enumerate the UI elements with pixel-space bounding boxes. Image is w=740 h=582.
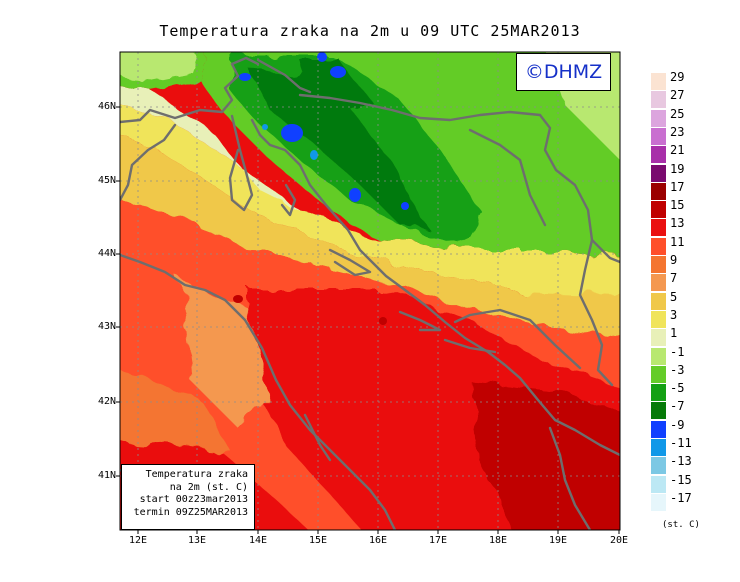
- legend-label: 15: [670, 198, 685, 213]
- lon-label-14e: 14E: [248, 535, 268, 546]
- info-line-4: termin 09Z25MAR2013: [133, 506, 248, 518]
- lon-label-17e: 17E: [428, 535, 448, 546]
- legend-swatch: [651, 310, 666, 328]
- legend-label: -13: [670, 454, 692, 469]
- legend-label: 19: [670, 161, 685, 176]
- legend-swatch: [651, 256, 666, 273]
- legend-label: -11: [670, 436, 692, 450]
- legend-swatch: [651, 109, 666, 127]
- lon-label-15e: 15E: [308, 535, 328, 546]
- axis-ticks: [116, 106, 620, 534]
- lat-label-43n: 43N: [97, 321, 116, 332]
- info-line-1: Temperatura zraka: [145, 469, 248, 480]
- legend-swatch: [651, 475, 666, 493]
- legend-swatch: [651, 91, 666, 109]
- legend-label: -7: [670, 399, 685, 414]
- legend-label: 11: [670, 234, 685, 249]
- legend-label: 17: [670, 179, 685, 194]
- legend-label: 9: [670, 253, 678, 267]
- legend-swatch: [651, 146, 666, 164]
- map-title: Temperatura zraka na 2m u 09 UTC 25MAR20…: [159, 22, 581, 40]
- legend-label: -9: [670, 417, 685, 432]
- legend-swatch: [651, 365, 666, 383]
- lon-label-19e: 19E: [548, 535, 568, 546]
- legend-swatch: [651, 347, 666, 365]
- lon-label-16e: 16E: [368, 535, 388, 546]
- legend-label: -5: [670, 381, 685, 396]
- legend-label: 13: [670, 216, 685, 231]
- info-line-3: start 00z23mar2013: [139, 494, 248, 505]
- lat-label-42n: 42N: [97, 396, 116, 407]
- lat-label-41n: 41N: [97, 470, 116, 481]
- legend-label: 27: [670, 88, 685, 103]
- coastlines: [120, 56, 620, 530]
- lat-label-46n: 46N: [97, 101, 116, 112]
- legend-label: 29: [670, 70, 685, 84]
- legend-swatch: [651, 384, 666, 402]
- legend-swatch: [651, 402, 666, 420]
- lon-label-13e: 13E: [187, 535, 207, 546]
- legend-swatch: [651, 164, 666, 182]
- legend-label: 3: [670, 307, 678, 322]
- legend-swatch: [651, 219, 666, 237]
- legend-swatch: [651, 420, 666, 438]
- lon-label-18e: 18E: [488, 535, 508, 546]
- legend-swatch: [651, 237, 666, 255]
- legend-label: 1: [670, 326, 678, 341]
- info-box: Temperatura zraka na 2m (st. C) start 00…: [121, 464, 255, 530]
- legend-unit: (st. C): [662, 520, 700, 530]
- legend-swatch: [651, 329, 666, 347]
- legend-swatch: [651, 439, 666, 456]
- legend-label: 5: [670, 289, 678, 304]
- legend-swatch: [651, 127, 666, 145]
- legend-label: -3: [670, 362, 685, 377]
- legend-label: -1: [670, 344, 685, 359]
- legend-label: -17: [670, 490, 692, 505]
- lon-label-20e: 20E: [609, 535, 629, 546]
- dhmz-logo: ©DHMZ: [516, 53, 611, 91]
- legend-swatch: [651, 182, 666, 200]
- lat-label-45n: 45N: [97, 175, 116, 186]
- lon-label-12e: 12E: [128, 535, 148, 546]
- legend-label: 7: [670, 271, 678, 286]
- lat-label-44n: 44N: [97, 248, 116, 259]
- legend-swatch: [651, 274, 666, 292]
- legend-swatch: [651, 73, 666, 90]
- legend-swatch: [651, 292, 666, 310]
- legend-swatch: [651, 457, 666, 475]
- info-line-2: na 2m (st. C): [169, 481, 248, 493]
- legend-swatch: [651, 493, 666, 511]
- legend-label: 23: [670, 124, 685, 139]
- legend-swatch: [651, 201, 666, 219]
- temperature-field: [120, 52, 620, 530]
- legend-label: 25: [670, 106, 685, 121]
- legend-label: 21: [670, 143, 685, 158]
- cold-spots: [233, 52, 409, 325]
- legend-label: -15: [670, 472, 692, 487]
